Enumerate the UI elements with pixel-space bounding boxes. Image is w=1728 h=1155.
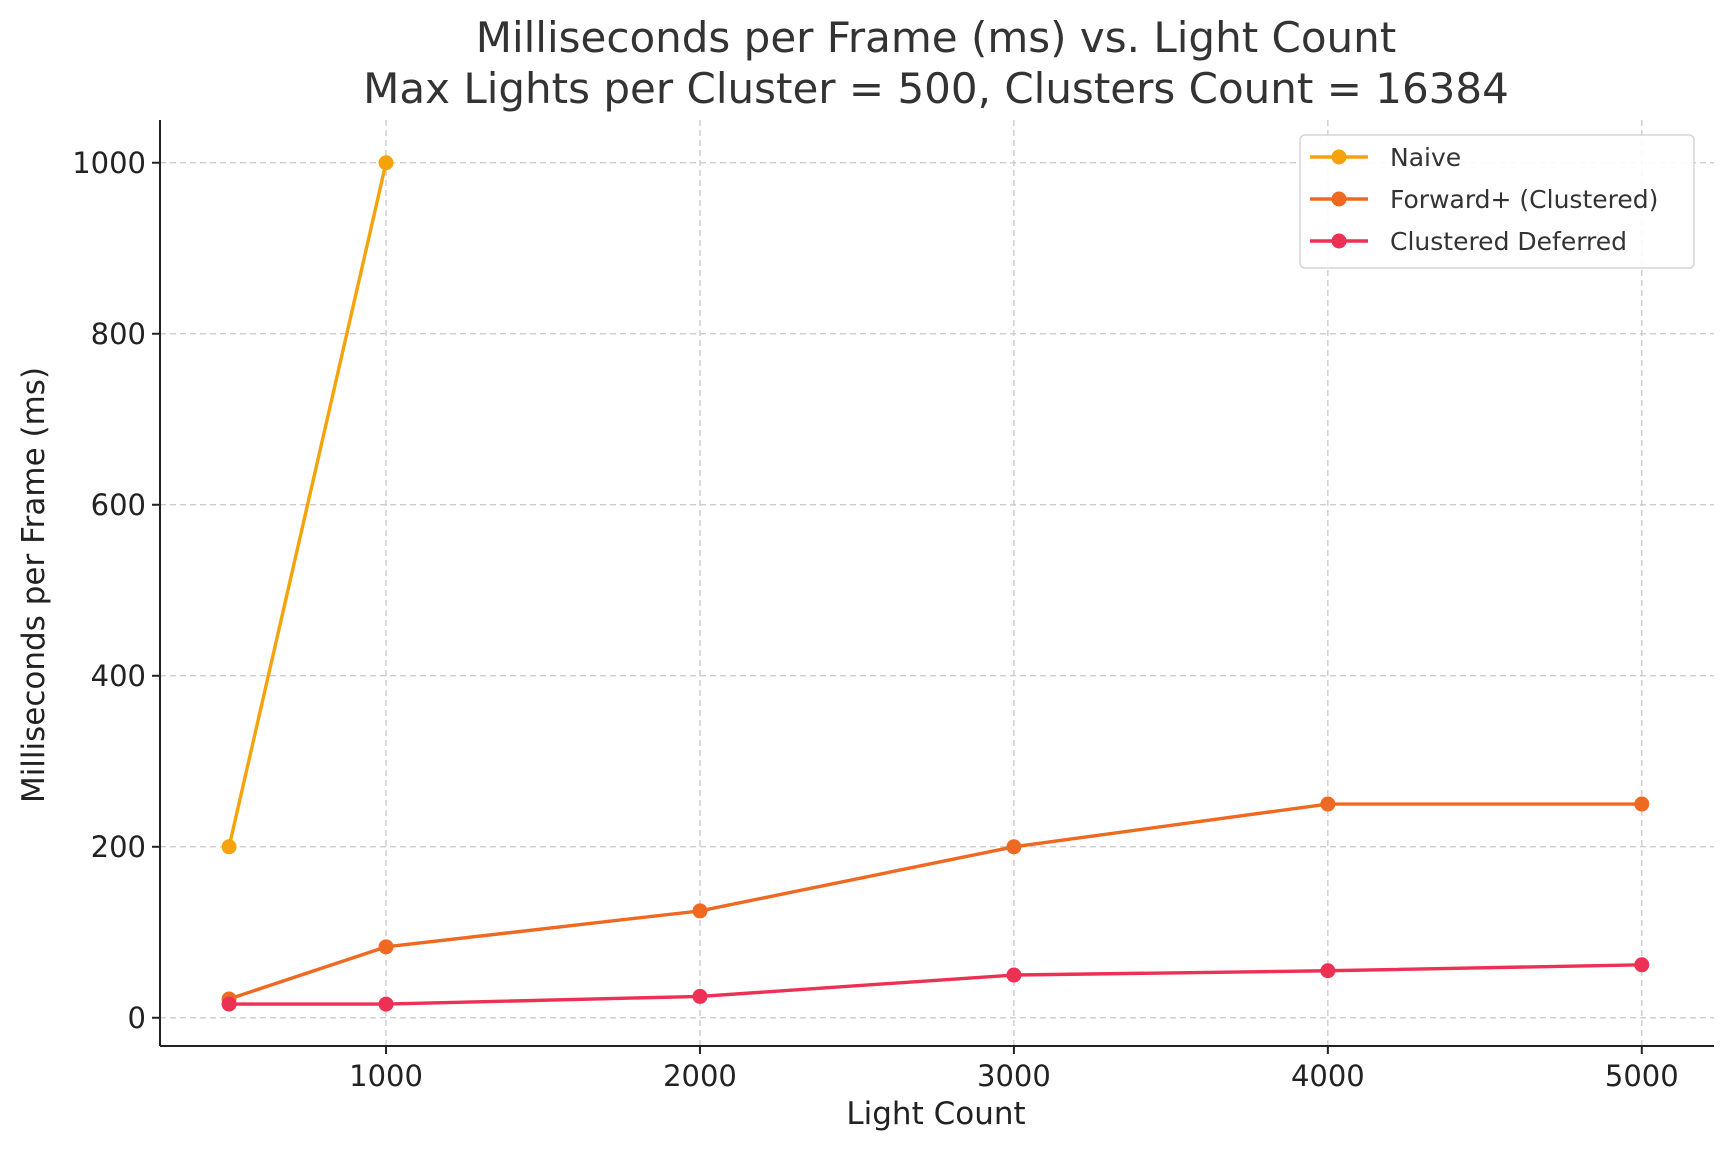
data-point [1320,963,1336,979]
legend-label: Forward+ (Clustered) [1390,185,1658,214]
series-line [227,161,388,849]
legend-entry: Clustered Deferred [1310,227,1627,256]
axes [159,120,1714,1047]
legend-swatch-marker [1331,191,1347,207]
data-point [1006,839,1022,855]
legend-entry: Forward+ (Clustered) [1310,185,1658,214]
data-point [1006,967,1022,983]
x-axis-label: Light Count [846,1096,1025,1132]
y-tick-label: 1000 [72,146,146,180]
data-point [692,903,708,919]
legend-entry: Naive [1310,143,1461,172]
legend-label: Naive [1390,143,1461,172]
y-tick-label: 0 [128,1001,146,1035]
data-point [221,996,237,1012]
series-layer [221,155,1650,1012]
legend-label: Clustered Deferred [1390,227,1627,256]
x-tick-label: 1000 [349,1059,423,1093]
legend-box [1299,134,1695,269]
y-tick-label: 200 [91,830,146,864]
y-tick-label: 800 [91,317,146,351]
ticks: 1000 2000 3000 4000 5000 0 200 400 600 800 1000 [72,146,1679,1093]
series-0 [221,155,394,855]
x-tick-label: 5000 [1605,1059,1679,1093]
x-tick-label: 3000 [977,1059,1051,1093]
data-point [378,939,394,955]
data-point [1320,796,1336,812]
legend: Naive Forward+ (Clustered) Clustered Defer… [1299,134,1695,269]
x-tick-label: 4000 [1291,1059,1365,1093]
chart-subtitle: Max Lights per Cluster = 500, Clusters C… [363,64,1509,113]
y-tick-label: 600 [91,488,146,522]
chart-title: Milliseconds per Frame (ms) vs. Light Co… [476,13,1397,62]
series-1 [221,796,1650,1007]
series-2 [221,957,1650,1012]
data-point [378,155,394,171]
data-point [221,839,237,855]
data-point [1634,796,1650,812]
data-point [378,996,394,1012]
data-point [692,988,708,1004]
y-tick-label: 400 [91,659,146,693]
data-point [1634,957,1650,973]
legend-swatch-marker [1331,149,1347,165]
series-line [227,963,1644,1006]
x-tick-label: 2000 [663,1059,737,1093]
legend-swatch-marker [1331,233,1347,249]
y-axis-label: Milliseconds per Frame (ms) [16,367,52,803]
series-line [227,802,1644,1001]
